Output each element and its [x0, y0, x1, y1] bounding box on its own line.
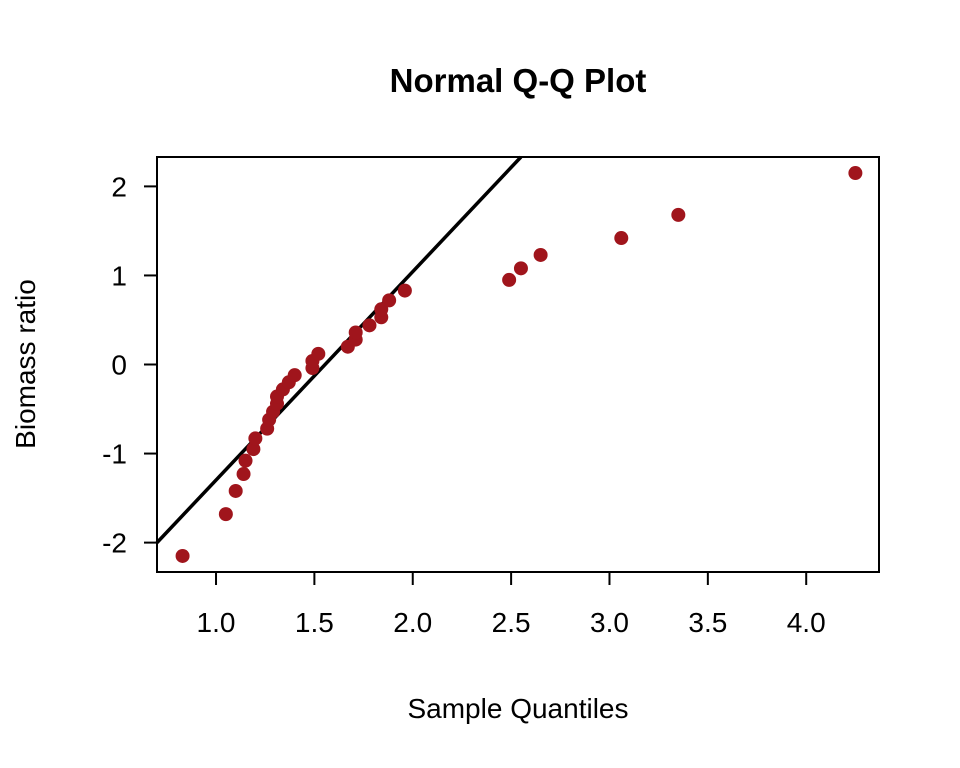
x-tick-label: 3.0	[590, 607, 629, 638]
x-tick-label: 2.0	[393, 607, 432, 638]
data-point	[533, 247, 548, 262]
x-axis: 1.0 1.5 2.0 2.5 3.0 3.5 4.0	[197, 571, 826, 638]
y-tick-label: -2	[102, 528, 127, 559]
x-axis-label: Sample Quantiles	[407, 693, 628, 724]
data-point	[287, 368, 302, 383]
data-point	[236, 467, 251, 482]
data-point	[848, 166, 863, 181]
data-point	[228, 483, 243, 498]
x-tick-label: 2.5	[492, 607, 531, 638]
y-axis-label: Biomass ratio	[10, 279, 41, 449]
y-tick-label: -1	[102, 439, 127, 470]
data-point	[238, 453, 253, 468]
y-tick-label: 0	[111, 350, 127, 381]
data-point	[311, 346, 326, 361]
data-point	[513, 261, 528, 276]
data-point	[397, 283, 412, 298]
chart-title: Normal Q-Q Plot	[390, 62, 647, 99]
data-points	[175, 166, 863, 563]
y-tick-label: 2	[111, 171, 127, 202]
x-tick-label: 4.0	[787, 607, 826, 638]
data-point	[218, 507, 233, 522]
data-point	[382, 293, 397, 308]
plot-frame	[156, 156, 880, 573]
reference-line-group	[155, 155, 523, 544]
y-tick-label: 1	[111, 260, 127, 291]
data-point	[362, 318, 377, 333]
data-point	[248, 431, 263, 446]
data-point	[502, 272, 517, 287]
x-tick-label: 3.5	[688, 607, 727, 638]
x-tick-label: 1.5	[295, 607, 334, 638]
data-point	[175, 548, 190, 563]
y-axis: -2 -1 0 1 2	[102, 171, 158, 559]
data-point	[348, 325, 363, 340]
x-tick-label: 1.0	[197, 607, 236, 638]
data-point	[614, 231, 629, 246]
data-point	[246, 442, 261, 457]
data-point	[671, 207, 686, 222]
reference-line	[155, 155, 523, 544]
